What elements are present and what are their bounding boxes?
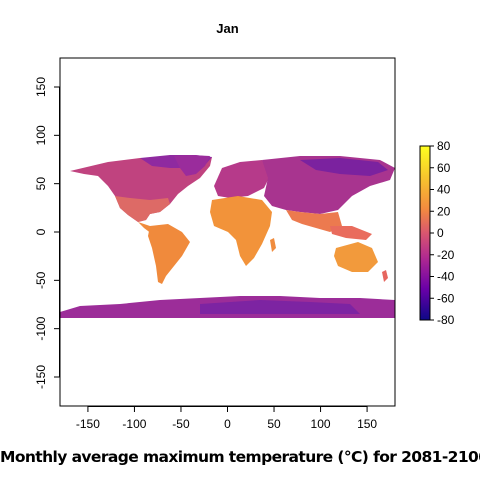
y-tick-label: -150 xyxy=(34,365,48,389)
greenland xyxy=(174,155,210,176)
legend-tick-label: 80 xyxy=(437,139,451,153)
legend-tick-label: 0 xyxy=(437,226,444,240)
x-tick-label: 0 xyxy=(224,417,231,431)
x-tick-label: 150 xyxy=(357,417,377,431)
x-axis: -150 -100 -50 0 50 100 150 xyxy=(76,406,377,431)
figure-caption: Monthly average maximum temperature (°C)… xyxy=(0,448,480,466)
legend-tick-label: -60 xyxy=(437,291,455,305)
madagascar xyxy=(270,238,276,252)
legend-tick-label: -20 xyxy=(437,248,455,262)
north-america xyxy=(70,157,212,222)
new-zealand xyxy=(382,270,388,282)
y-tick-label: 0 xyxy=(34,228,48,235)
y-tick-label: 150 xyxy=(34,77,48,97)
x-tick-label: -50 xyxy=(172,417,190,431)
legend-tick-label: 40 xyxy=(437,183,451,197)
x-tick-label: -100 xyxy=(122,417,146,431)
europe xyxy=(214,160,270,198)
australia xyxy=(334,242,378,272)
x-tick-label: -150 xyxy=(76,417,100,431)
legend-tick-label: 60 xyxy=(437,161,451,175)
legend-tick-label: -40 xyxy=(437,270,455,284)
color-legend: 80 60 40 20 0 -20 -40 -60 -80 xyxy=(419,139,455,327)
y-tick-label: -50 xyxy=(34,271,48,289)
legend-colorbar xyxy=(419,145,431,321)
land-masses xyxy=(60,155,395,318)
y-tick-label: -100 xyxy=(34,316,48,340)
legend-ticks: 80 60 40 20 0 -20 -40 -60 -80 xyxy=(430,139,455,327)
legend-tick-label: -80 xyxy=(437,313,455,327)
map-title: Jan xyxy=(216,21,239,36)
x-tick-label: 50 xyxy=(267,417,281,431)
y-tick-label: 100 xyxy=(34,125,48,145)
south-asia xyxy=(286,210,342,232)
y-axis: -150 -100 -50 0 50 100 150 xyxy=(34,77,60,389)
x-tick-label: 100 xyxy=(311,417,331,431)
siberia xyxy=(300,158,388,176)
southeast-asia xyxy=(330,226,372,240)
africa xyxy=(210,196,272,266)
antarctica-interior xyxy=(200,300,360,314)
legend-tick-label: 20 xyxy=(437,204,451,218)
y-tick-label: 50 xyxy=(34,177,48,191)
south-america xyxy=(148,224,190,284)
north-america-south xyxy=(115,196,170,222)
